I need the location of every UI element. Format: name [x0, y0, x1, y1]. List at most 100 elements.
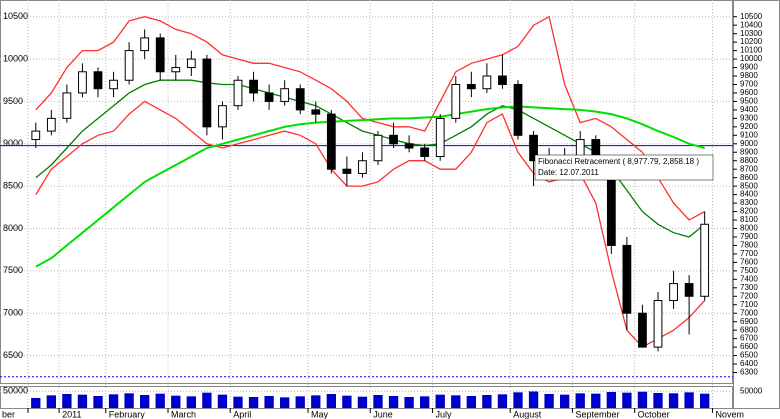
candle-body: [171, 67, 181, 73]
volume-bar: [606, 392, 616, 408]
y2-tick-label: 7300: [740, 283, 758, 292]
y2-tick-label: 9500: [740, 97, 758, 106]
y2-tick-label: 8600: [740, 173, 758, 182]
y2-tick-label: 8800: [740, 156, 758, 165]
volume-bar: [31, 398, 41, 408]
y2-tick-label: 6400: [740, 359, 758, 368]
y2-tick-label: 9100: [740, 130, 758, 139]
volume-bar: [264, 396, 274, 408]
candle-body: [389, 134, 398, 145]
candle-body: [46, 117, 56, 132]
candle-body: [700, 223, 710, 297]
y-tick-label: 8500: [3, 181, 23, 191]
x-tick-label: April: [233, 409, 251, 419]
candle-body: [404, 143, 414, 149]
volume-bar: [155, 393, 165, 408]
candle-body: [451, 83, 461, 119]
y-tick-label: 10000: [3, 53, 28, 63]
y2-tick-label: 6300: [740, 368, 758, 377]
volume-bar: [311, 395, 321, 408]
candle-body: [62, 92, 72, 119]
candle-body: [311, 109, 321, 115]
candle-body: [513, 83, 523, 136]
candle-body: [466, 83, 476, 90]
annotation-box: [534, 154, 714, 181]
y2-tick-label: 9400: [740, 105, 758, 114]
y2-tick-label: 6500: [740, 351, 758, 360]
candle-body: [606, 168, 616, 246]
y-tick-label: 7500: [3, 265, 23, 275]
y2-tick-label: 8300: [740, 198, 758, 207]
x-tick-label: September: [575, 409, 619, 419]
volume-bar: [700, 393, 710, 408]
y2-tick-label: 10300: [740, 29, 763, 38]
y2-tick-label: 7200: [740, 291, 758, 300]
price-panel: [0, 0, 733, 384]
y2-tick-label: 7000: [740, 308, 758, 317]
candle-body: [218, 105, 227, 128]
volume-bar: [622, 392, 632, 408]
x-tick-label: 2011: [62, 409, 81, 419]
candle-body: [280, 88, 290, 102]
y2-tick-label: 8400: [740, 190, 758, 199]
y2-tick-label: 10500: [740, 12, 763, 21]
candle-body: [140, 37, 150, 52]
volume-bar: [280, 397, 290, 408]
candle-body: [358, 160, 367, 174]
candle-body: [420, 147, 430, 157]
volume-bar: [544, 394, 554, 408]
y2-tick-label: 9000: [740, 139, 758, 148]
x-tick-label: Novem: [715, 409, 744, 419]
y2-tick-label: 8500: [740, 181, 758, 190]
y2-tick-label: 8700: [740, 164, 758, 173]
volume-bar: [513, 392, 523, 408]
y2-tick-label: 6900: [740, 317, 758, 326]
y-tick-label: 9500: [3, 96, 23, 106]
volume-bar: [357, 396, 368, 408]
y2-tick-label: 7700: [740, 249, 758, 258]
volume-bar: [653, 393, 663, 408]
volume-tick-label-right: 50000: [740, 386, 763, 395]
y2-tick-label: 8200: [740, 207, 758, 216]
volume-bar: [637, 391, 648, 408]
candle-body: [109, 79, 118, 90]
candle-body: [233, 79, 243, 107]
candle-body: [326, 113, 336, 170]
y2-tick-label: 10100: [740, 46, 763, 55]
y2-tick-label: 7400: [740, 274, 758, 283]
y2-tick-label: 7500: [740, 266, 758, 275]
volume-bar: [233, 396, 243, 408]
candle-body: [124, 50, 134, 81]
volume-bar: [248, 397, 259, 408]
y2-tick-label: 10400: [740, 20, 763, 29]
y2-tick-label: 6800: [740, 325, 758, 334]
volume-bar: [295, 396, 305, 408]
volume-bar: [435, 394, 445, 408]
candle-body: [264, 92, 274, 102]
volume-bar: [575, 393, 585, 408]
y-tick-label: 9000: [3, 138, 23, 148]
overlay-line: [35, 100, 706, 348]
x-tick-label: February: [109, 409, 146, 419]
candle-body: [669, 283, 678, 302]
candle-body: [342, 168, 352, 174]
x-tick-label: August: [513, 409, 542, 419]
y2-tick-label: 7600: [740, 258, 758, 267]
y2-tick-label: 9900: [740, 63, 758, 72]
y2-tick-label: 6600: [740, 342, 758, 351]
y-tick-label: 8000: [3, 223, 23, 233]
y2-tick-label: 9200: [740, 122, 758, 131]
candle-body: [653, 300, 663, 348]
volume-bar: [482, 395, 492, 408]
y2-tick-label: 9700: [740, 80, 758, 89]
volume-bar: [124, 393, 134, 408]
y2-tick-label: 7900: [740, 232, 758, 241]
y2-tick-label: 9300: [740, 113, 758, 122]
volume-bar: [77, 394, 88, 408]
volume-bar: [388, 396, 399, 408]
y2-tick-label: 10200: [740, 37, 763, 46]
candle-body: [529, 134, 538, 162]
y2-tick-label: 8000: [740, 224, 758, 233]
x-tick-label: March: [171, 409, 196, 419]
volume-bar: [497, 394, 508, 408]
